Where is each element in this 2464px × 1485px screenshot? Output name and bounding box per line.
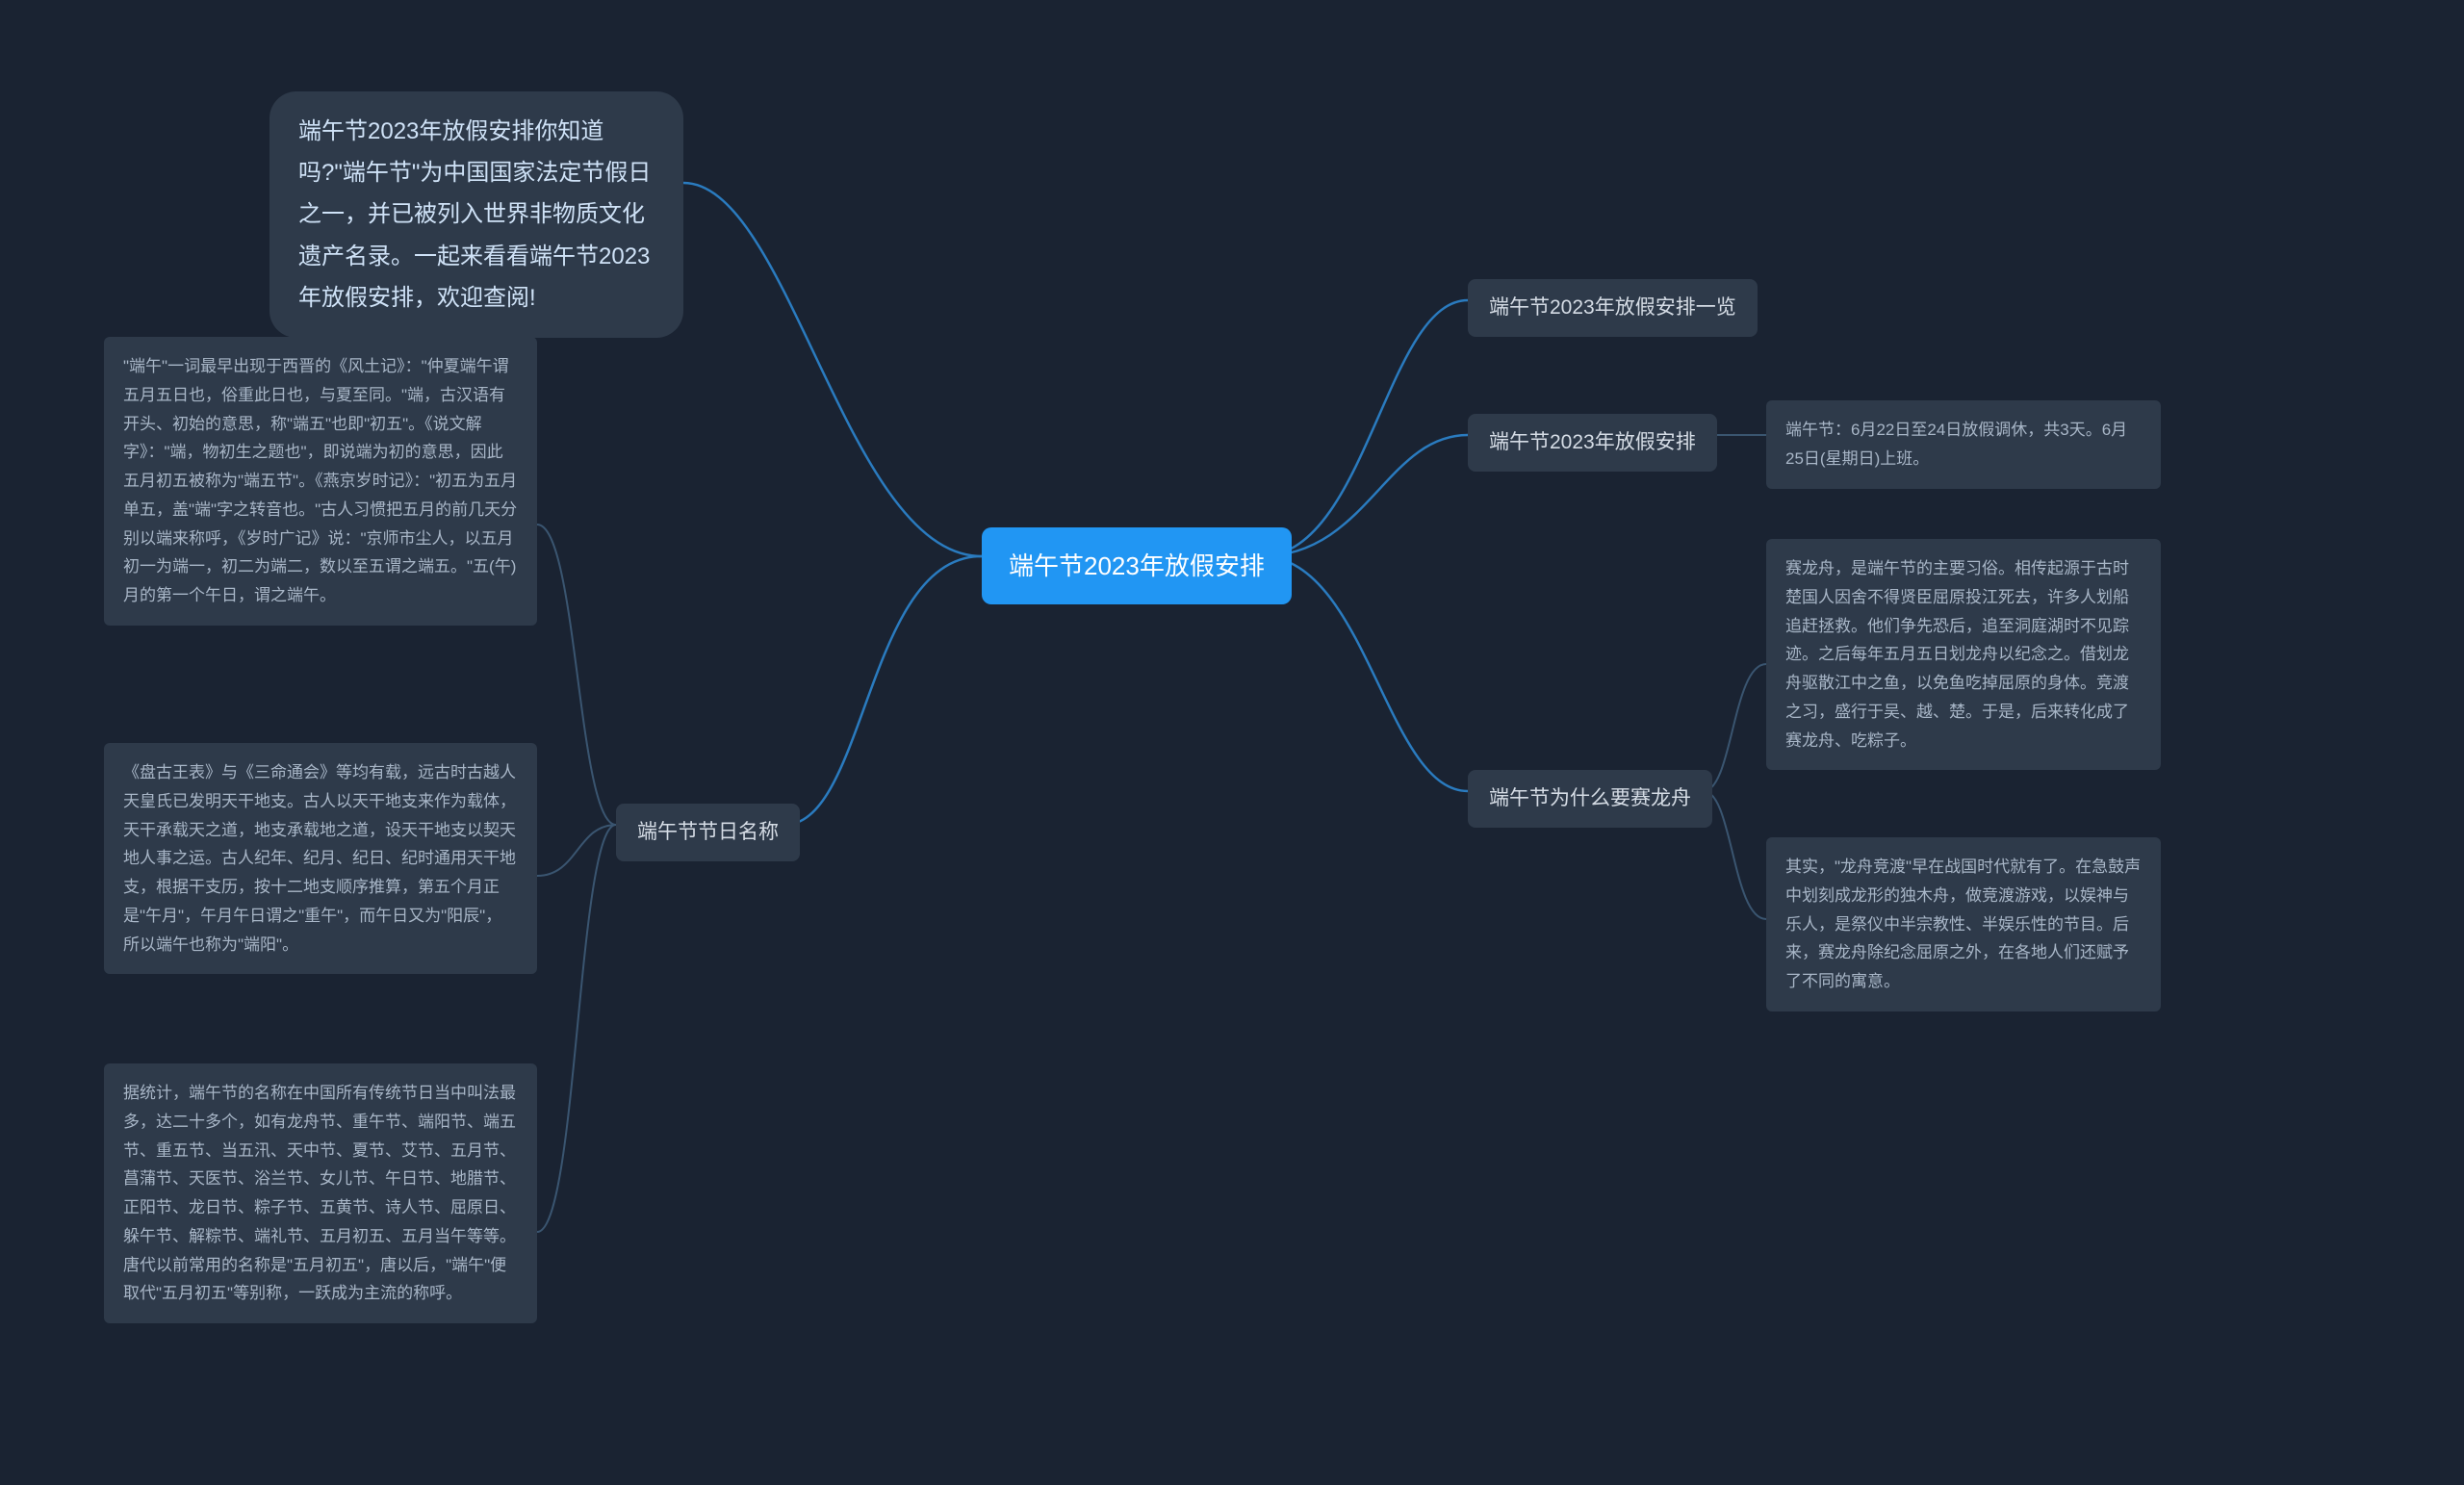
branch-dragonboat[interactable]: 端午节为什么要赛龙舟: [1468, 770, 1712, 828]
center-label: 端午节2023年放假安排: [1009, 551, 1265, 580]
branch-schedule[interactable]: 端午节2023年放假安排: [1468, 414, 1717, 472]
branch-overview[interactable]: 端午节2023年放假安排一览: [1468, 279, 1758, 337]
leaf-schedule-0-text: 端午节：6月22日至24日放假调休，共3天。6月25日(星期日)上班。: [1785, 421, 2127, 468]
branch-names[interactable]: 端午节节日名称: [616, 804, 800, 861]
leaf-names-2[interactable]: 据统计，端午节的名称在中国所有传统节日当中叫法最多，达二十多个，如有龙舟节、重午…: [104, 1063, 537, 1323]
leaf-schedule-0[interactable]: 端午节：6月22日至24日放假调休，共3天。6月25日(星期日)上班。: [1766, 400, 2161, 489]
branch-overview-label: 端午节2023年放假安排一览: [1489, 296, 1736, 319]
leaf-dragonboat-0[interactable]: 赛龙舟，是端午节的主要习俗。相传起源于古时楚国人因舍不得贤臣屈原投江死去，许多人…: [1766, 539, 2161, 770]
branch-schedule-label: 端午节2023年放假安排: [1489, 431, 1696, 453]
leaf-dragonboat-1[interactable]: 其实，"龙舟竞渡"早在战国时代就有了。在急鼓声中划刻成龙形的独木舟，做竞渡游戏，…: [1766, 837, 2161, 1011]
intro-node[interactable]: 端午节2023年放假安排你知道吗?"端午节"为中国国家法定节假日之一，并已被列入…: [270, 91, 683, 338]
center-node[interactable]: 端午节2023年放假安排: [982, 527, 1292, 604]
leaf-names-1[interactable]: 《盘古王表》与《三命通会》等均有载，远古时古越人天皇氏已发明天干地支。古人以天干…: [104, 743, 537, 974]
leaf-dragonboat-0-text: 赛龙舟，是端午节的主要习俗。相传起源于古时楚国人因舍不得贤臣屈原投江死去，许多人…: [1785, 559, 2129, 750]
leaf-names-0[interactable]: "端午"一词最早出现于西晋的《风土记》："仲夏端午谓五月五日也，俗重此日也，与夏…: [104, 337, 537, 626]
leaf-names-0-text: "端午"一词最早出现于西晋的《风土记》："仲夏端午谓五月五日也，俗重此日也，与夏…: [123, 357, 517, 604]
leaf-dragonboat-1-text: 其实，"龙舟竞渡"早在战国时代就有了。在急鼓声中划刻成龙形的独木舟，做竞渡游戏，…: [1785, 858, 2141, 990]
leaf-names-2-text: 据统计，端午节的名称在中国所有传统节日当中叫法最多，达二十多个，如有龙舟节、重午…: [123, 1084, 516, 1302]
branch-names-label: 端午节节日名称: [637, 821, 779, 843]
branch-dragonboat-label: 端午节为什么要赛龙舟: [1489, 787, 1691, 809]
leaf-names-1-text: 《盘古王表》与《三命通会》等均有载，远古时古越人天皇氏已发明天干地支。古人以天干…: [123, 763, 516, 954]
intro-text: 端午节2023年放假安排你知道吗?"端午节"为中国国家法定节假日之一，并已被列入…: [298, 118, 651, 311]
